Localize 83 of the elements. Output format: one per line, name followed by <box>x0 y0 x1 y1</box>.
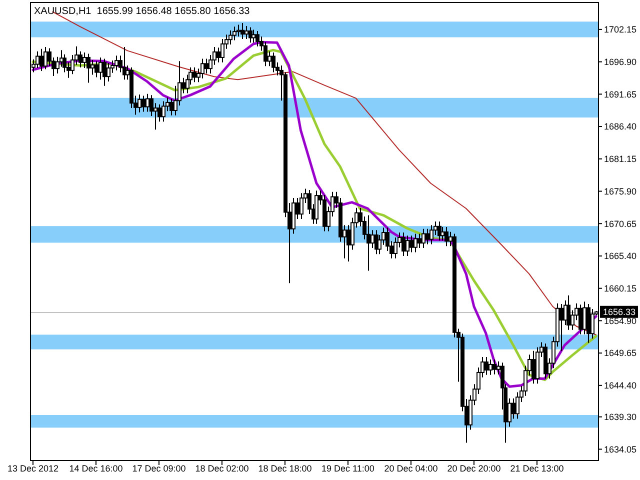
candlestick <box>138 94 142 113</box>
candlestick <box>142 95 146 112</box>
candlestick <box>578 304 582 335</box>
y-tick-label: 1702.15 <box>604 24 637 35</box>
candlestick <box>566 294 570 330</box>
x-tick-label: 18 Dec 02:00 <box>195 464 249 474</box>
candlestick <box>98 56 102 80</box>
x-tick-label: 21 Dec 13:00 <box>510 464 564 474</box>
candlestick <box>410 235 414 253</box>
candlestick <box>314 190 318 224</box>
candlestick <box>154 102 158 130</box>
candlestick <box>232 26 236 41</box>
candlestick <box>252 29 256 44</box>
candlestick <box>406 235 410 256</box>
y-tick-label: 1649.65 <box>604 348 637 358</box>
candlestick <box>90 59 94 76</box>
candlestick <box>248 26 252 44</box>
candlestick <box>40 48 44 72</box>
candlestick <box>300 192 304 220</box>
candlestick <box>366 214 370 272</box>
candlestick <box>590 308 594 340</box>
candlestick <box>272 52 276 73</box>
candlestick <box>422 228 426 248</box>
candlestick <box>170 98 174 116</box>
candlestick <box>426 228 430 245</box>
candlestick <box>582 301 586 335</box>
candlestick <box>146 93 150 112</box>
y-tick-label: 1660.15 <box>604 283 637 294</box>
x-tick-label: 17 Dec 09:00 <box>132 464 186 474</box>
y-tick-label: 1675.90 <box>604 186 637 196</box>
candlestick <box>220 38 224 63</box>
candlestick <box>94 60 98 78</box>
candlestick <box>82 52 86 68</box>
candlestick <box>370 230 374 248</box>
y-tick-label: 1686.40 <box>604 122 637 132</box>
candlestick <box>78 50 82 68</box>
y-tick-label: 1670.65 <box>604 218 637 229</box>
candlestick <box>162 100 166 122</box>
x-tick-label: 20 Dec 04:00 <box>384 464 438 474</box>
candlestick <box>192 66 196 83</box>
candlestick <box>44 46 48 70</box>
candlestick <box>240 22 244 40</box>
candlestick <box>200 58 204 79</box>
candlestick <box>492 359 496 375</box>
y-tick-label: 1644.40 <box>604 380 637 391</box>
x-tick-label: 20 Dec 20:00 <box>447 464 501 474</box>
candlestick <box>244 26 248 40</box>
candlestick <box>114 55 118 71</box>
y-tick-label: 1639.30 <box>604 412 637 422</box>
candlestick <box>402 232 406 256</box>
candlestick <box>532 350 536 384</box>
candlestick <box>418 233 422 248</box>
y-tick-label: 1691.65 <box>604 89 637 100</box>
ref-line-label: 1656.33 <box>603 307 636 318</box>
y-tick-label: 1634.05 <box>604 444 637 454</box>
candlestick <box>36 50 40 68</box>
candlestick <box>440 226 444 242</box>
candlestick <box>430 224 434 245</box>
candlestick <box>484 356 488 376</box>
candlestick <box>346 224 350 262</box>
candlestick <box>256 30 260 47</box>
x-tick-label: 19 Dec 11:00 <box>322 464 374 474</box>
candlestick <box>488 359 492 376</box>
chart-title: XAUUSD,H1 1655.99 1656.48 1655.80 1656.33 <box>34 6 250 17</box>
candlestick <box>86 53 90 84</box>
y-tick-label: 1696.90 <box>604 56 637 67</box>
candlestick <box>102 58 106 86</box>
x-tick-label: 18 Dec 18:00 <box>258 464 312 474</box>
y-tick-label: 1681.15 <box>604 154 637 164</box>
candlestick <box>106 62 110 82</box>
y-tick-label: 1654.90 <box>604 316 637 326</box>
candlestick <box>512 398 516 420</box>
candlestick <box>444 226 448 247</box>
candlestick <box>216 47 220 63</box>
candlestick <box>228 30 232 46</box>
candlestick <box>236 24 240 38</box>
y-tick-label: 1665.40 <box>604 251 637 262</box>
candlestick <box>560 304 564 352</box>
x-tick-label: 14 Dec 16:00 <box>69 464 123 474</box>
x-tick-label: 13 Dec 2012 <box>7 464 58 474</box>
candlestick <box>414 233 418 253</box>
candlestick <box>394 236 398 259</box>
candlestick <box>204 58 208 74</box>
